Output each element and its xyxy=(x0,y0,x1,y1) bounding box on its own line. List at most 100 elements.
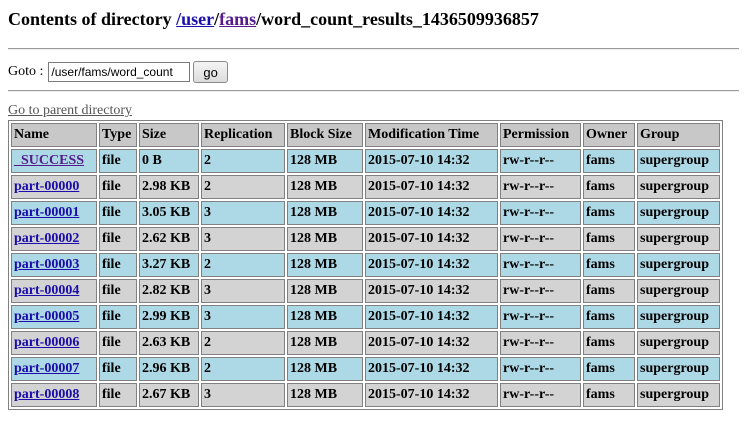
column-header-type: Type xyxy=(99,123,137,147)
file-block-size-cell: 128 MB xyxy=(287,253,363,277)
file-name-cell: part-00006 xyxy=(11,331,97,355)
table-row: part-00000 file 2.98 KB 2 128 MB 2015-07… xyxy=(11,175,720,199)
file-block-size-cell: 128 MB xyxy=(287,331,363,355)
file-block-size-cell: 128 MB xyxy=(287,383,363,407)
file-size-cell: 3.05 KB xyxy=(139,201,199,225)
file-owner-cell: fams xyxy=(583,253,635,277)
file-block-size-cell: 128 MB xyxy=(287,279,363,303)
column-header-modification-time: Modification Time xyxy=(365,123,498,147)
file-link[interactable]: part-00004 xyxy=(14,283,80,298)
file-permission-cell: rw-r--r-- xyxy=(500,305,581,329)
file-name-cell: part-00005 xyxy=(11,305,97,329)
file-mtime-cell: 2015-07-10 14:32 xyxy=(365,175,498,199)
file-block-size-cell: 128 MB xyxy=(287,357,363,381)
file-type-cell: file xyxy=(99,279,137,303)
table-row: part-00008 file 2.67 KB 3 128 MB 2015-07… xyxy=(11,383,720,407)
table-row: part-00007 file 2.96 KB 2 128 MB 2015-07… xyxy=(11,357,720,381)
file-mtime-cell: 2015-07-10 14:32 xyxy=(365,253,498,277)
table-row: part-00002 file 2.62 KB 3 128 MB 2015-07… xyxy=(11,227,720,251)
file-owner-cell: fams xyxy=(583,331,635,355)
file-owner-cell: fams xyxy=(583,383,635,407)
table-row: part-00001 file 3.05 KB 3 128 MB 2015-07… xyxy=(11,201,720,225)
file-link[interactable]: _SUCCESS xyxy=(14,153,85,168)
file-owner-cell: fams xyxy=(583,357,635,381)
file-type-cell: file xyxy=(99,227,137,251)
path-user-link[interactable]: user xyxy=(181,9,215,29)
file-replication-cell: 3 xyxy=(201,383,285,407)
parent-directory-link[interactable]: Go to parent directory xyxy=(8,103,133,118)
file-block-size-cell: 128 MB xyxy=(287,227,363,251)
path-separator: / xyxy=(214,9,220,29)
file-group-cell: supergroup xyxy=(637,227,720,251)
file-block-size-cell: 128 MB xyxy=(287,175,363,199)
file-size-cell: 2.62 KB xyxy=(139,227,199,251)
file-block-size-cell: 128 MB xyxy=(287,149,363,173)
column-header-group: Group xyxy=(637,123,720,147)
file-replication-cell: 2 xyxy=(201,175,285,199)
file-group-cell: supergroup xyxy=(637,383,720,407)
file-permission-cell: rw-r--r-- xyxy=(500,253,581,277)
page-title: Contents of directory /user/fams/word_co… xyxy=(8,8,539,30)
file-size-cell: 3.27 KB xyxy=(139,253,199,277)
goto-path-input[interactable] xyxy=(48,62,191,82)
file-size-cell: 0 B xyxy=(139,149,199,173)
file-owner-cell: fams xyxy=(583,175,635,199)
file-replication-cell: 3 xyxy=(201,279,285,303)
file-permission-cell: rw-r--r-- xyxy=(500,279,581,303)
file-replication-cell: 2 xyxy=(201,149,285,173)
path-root-link[interactable]: / xyxy=(176,9,182,29)
file-replication-cell: 2 xyxy=(201,331,285,355)
file-permission-cell: rw-r--r-- xyxy=(500,201,581,225)
table-row: part-00003 file 3.27 KB 2 128 MB 2015-07… xyxy=(11,253,720,277)
file-owner-cell: fams xyxy=(583,227,635,251)
file-type-cell: file xyxy=(99,357,137,381)
file-type-cell: file xyxy=(99,149,137,173)
file-size-cell: 2.99 KB xyxy=(139,305,199,329)
file-permission-cell: rw-r--r-- xyxy=(500,331,581,355)
file-owner-cell: fams xyxy=(583,279,635,303)
file-group-cell: supergroup xyxy=(637,201,720,225)
file-name-cell: part-00000 xyxy=(11,175,97,199)
file-size-cell: 2.82 KB xyxy=(139,279,199,303)
file-table: Name Type Size Replication Block Size Mo… xyxy=(8,120,723,410)
file-group-cell: supergroup xyxy=(637,279,720,303)
file-size-cell: 2.63 KB xyxy=(139,331,199,355)
file-link[interactable]: part-00007 xyxy=(14,361,80,376)
file-permission-cell: rw-r--r-- xyxy=(500,149,581,173)
table-row: _SUCCESS file 0 B 2 128 MB 2015-07-10 14… xyxy=(11,149,720,173)
divider-bottom xyxy=(8,90,739,92)
file-mtime-cell: 2015-07-10 14:32 xyxy=(365,331,498,355)
go-button[interactable]: go xyxy=(193,61,228,83)
file-link[interactable]: part-00003 xyxy=(14,257,80,272)
column-header-name: Name xyxy=(11,123,97,147)
file-type-cell: file xyxy=(99,253,137,277)
divider-top xyxy=(8,48,739,50)
file-name-cell: part-00003 xyxy=(11,253,97,277)
title-prefix: Contents of directory xyxy=(8,9,177,29)
column-header-block-size: Block Size xyxy=(287,123,363,147)
file-link[interactable]: part-00005 xyxy=(14,309,80,324)
file-name-cell: part-00007 xyxy=(11,357,97,381)
file-permission-cell: rw-r--r-- xyxy=(500,227,581,251)
column-header-permission: Permission xyxy=(500,123,581,147)
file-mtime-cell: 2015-07-10 14:32 xyxy=(365,305,498,329)
file-link[interactable]: part-00000 xyxy=(14,179,80,194)
file-name-cell: part-00004 xyxy=(11,279,97,303)
file-size-cell: 2.67 KB xyxy=(139,383,199,407)
file-mtime-cell: 2015-07-10 14:32 xyxy=(365,383,498,407)
file-size-cell: 2.98 KB xyxy=(139,175,199,199)
file-link[interactable]: part-00001 xyxy=(14,205,80,220)
file-type-cell: file xyxy=(99,201,137,225)
file-link[interactable]: part-00002 xyxy=(14,231,80,246)
file-link[interactable]: part-00008 xyxy=(14,387,80,402)
file-replication-cell: 2 xyxy=(201,253,285,277)
file-owner-cell: fams xyxy=(583,149,635,173)
table-row: part-00004 file 2.82 KB 3 128 MB 2015-07… xyxy=(11,279,720,303)
path-fams-link[interactable]: fams xyxy=(219,9,257,29)
file-mtime-cell: 2015-07-10 14:32 xyxy=(365,201,498,225)
table-row: part-00006 file 2.63 KB 2 128 MB 2015-07… xyxy=(11,331,720,355)
column-header-replication: Replication xyxy=(201,123,285,147)
column-header-size: Size xyxy=(139,123,199,147)
file-link[interactable]: part-00006 xyxy=(14,335,80,350)
